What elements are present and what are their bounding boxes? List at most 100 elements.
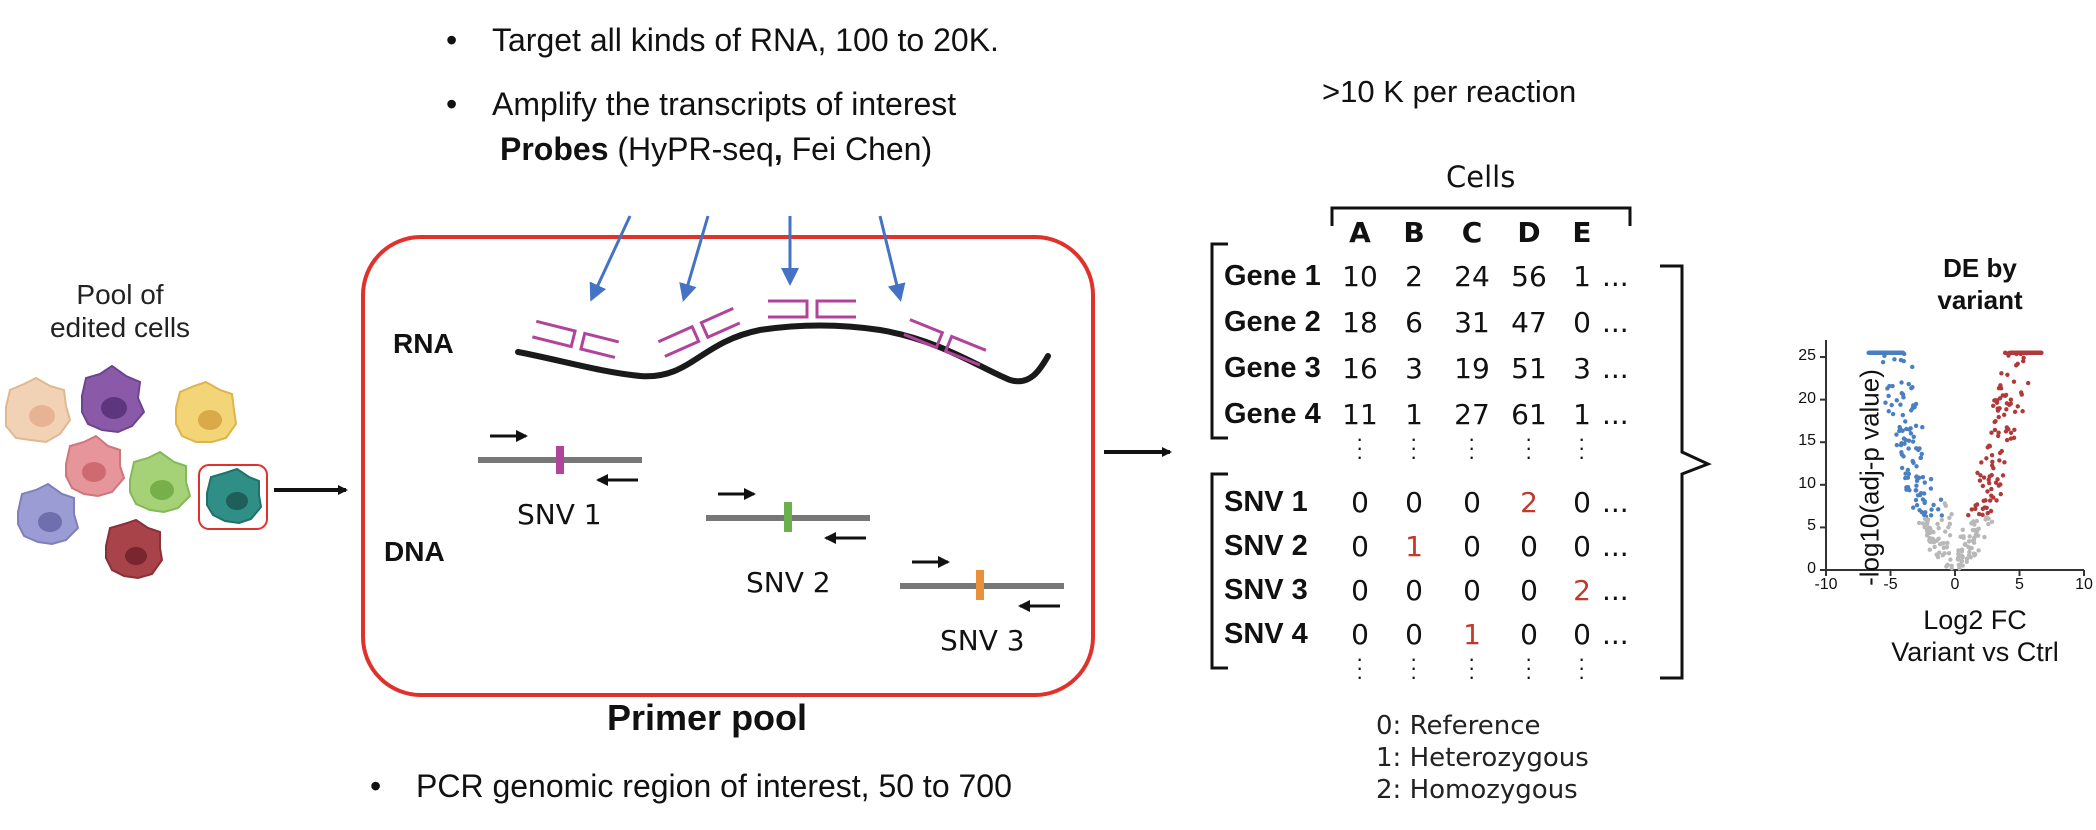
volcano-point (1898, 357, 1904, 363)
volcano-point (2012, 427, 2017, 432)
snv-cell: 0 (1405, 486, 1423, 519)
volcano-point (1966, 539, 1972, 544)
volcano-point (2002, 350, 2008, 355)
snv-cell: 0 (1520, 530, 1538, 563)
vertical-ellipsis: · · · (1578, 646, 1586, 689)
column-header-b: B (1403, 216, 1425, 249)
volcano-point (2015, 361, 2020, 366)
gene-ellipsis: ... (1602, 260, 1629, 293)
volcano-point (1947, 521, 1953, 527)
dna-fragment-3 (900, 556, 1064, 612)
vertical-ellipsis: · · · (1525, 646, 1533, 689)
snv-cell: 0 (1351, 618, 1369, 651)
volcano-point (1949, 511, 1954, 517)
volcano-point (1890, 383, 1895, 389)
volcano-point (1956, 562, 1962, 568)
gene-ellipsis: ... (1602, 398, 1629, 431)
volcano-y-tick-label: 25 (1798, 347, 1816, 365)
volcano-point (1996, 386, 2002, 391)
column-header-c: C (1461, 216, 1483, 249)
volcano-point (1894, 432, 1899, 437)
volcano-x-tick-label: 0 (1950, 576, 1960, 593)
volcano-point (2008, 397, 2014, 402)
volcano-point (2019, 392, 2024, 397)
volcano-point (1989, 486, 1994, 492)
gene-cell: 24 (1454, 260, 1490, 293)
gene-row-label: Gene 1 (1224, 260, 1321, 292)
volcano-point (1997, 458, 2002, 463)
cell-beige (5, 376, 72, 444)
volcano-point (1957, 566, 1962, 571)
gene-ellipsis: ... (1602, 306, 1629, 339)
snv-cell: 0 (1405, 574, 1423, 607)
cell-lavender (17, 482, 80, 546)
snv-label-3: SNV 3 (940, 624, 1025, 657)
volcano-point (1914, 488, 1919, 493)
cell-pool (5, 364, 268, 580)
volcano-point (1931, 502, 1936, 508)
volcano-point (1980, 483, 1986, 489)
volcano-point (1886, 350, 1891, 355)
volcano-point (1918, 455, 1924, 460)
volcano-point (1977, 478, 1983, 483)
volcano-point (1985, 445, 1990, 450)
volcano-point (1961, 535, 1966, 541)
volcano-title-line1: DE by (1943, 253, 2017, 283)
volcano-point (2003, 392, 2009, 398)
gene-cell: 56 (1511, 260, 1547, 293)
volcano-point (1963, 541, 1968, 547)
vertical-ellipsis: · · · (1356, 646, 1364, 689)
volcano-point (1988, 508, 1994, 514)
volcano-point (1999, 371, 2004, 376)
dna-label: DNA (384, 536, 445, 567)
probe-4 (903, 318, 987, 367)
volcano-point (1928, 526, 1933, 532)
volcano-point (1941, 540, 1946, 546)
volcano-point (1931, 539, 1937, 545)
volcano-point (1904, 487, 1909, 492)
snv-ellipsis: ... (1602, 618, 1629, 651)
snv-cell: 0 (1520, 618, 1538, 651)
snv-cell: 0 (1463, 574, 1481, 607)
probe-2 (657, 307, 741, 358)
bullet-dot: • (370, 768, 382, 804)
bullet-text: Amplify the transcripts of interest (492, 86, 957, 122)
volcano-point (1973, 527, 1978, 533)
volcano-point (1990, 403, 1996, 408)
volcano-point (2014, 350, 2019, 355)
volcano-point (1886, 393, 1891, 399)
volcano-point (1913, 497, 1919, 503)
volcano-point (2021, 355, 2026, 361)
pool-label: Pool of edited cells (40, 278, 200, 344)
volcano-point (1928, 513, 1934, 518)
volcano-point (1906, 446, 1911, 451)
cell-purple (81, 364, 146, 434)
volcano-point (2015, 404, 2020, 409)
volcano-y-tick-label: 5 (1807, 517, 1816, 535)
volcano-point (1964, 556, 1970, 561)
volcano-title-line2: variant (1937, 285, 2023, 315)
volcano-point (1911, 434, 1916, 439)
volcano-point (1883, 400, 1888, 405)
snv-ellipsis: ... (1602, 530, 1629, 563)
volcano-point (1946, 524, 1951, 530)
probe-arrow-2 (679, 215, 710, 302)
volcano-point (1908, 431, 1914, 436)
volcano-point (1993, 480, 1999, 485)
volcano-point (1960, 527, 1965, 533)
volcano-point (1920, 474, 1926, 480)
gene-cell: 1 (1405, 398, 1423, 431)
volcano-point (1914, 478, 1920, 484)
snv-cell: 0 (1573, 486, 1591, 519)
vertical-ellipsis: · · · (1468, 646, 1476, 689)
volcano-point (1894, 442, 1900, 448)
bullet-dot: • (446, 86, 458, 122)
gene-cell: 47 (1511, 306, 1547, 339)
cell-pink (65, 434, 126, 498)
volcano-point (1979, 460, 1984, 465)
gene-cell: 61 (1511, 398, 1547, 431)
volcano-point (1940, 553, 1945, 558)
volcano-point (1984, 456, 1989, 461)
volcano-point (1978, 473, 1983, 478)
volcano-point (1937, 550, 1942, 555)
